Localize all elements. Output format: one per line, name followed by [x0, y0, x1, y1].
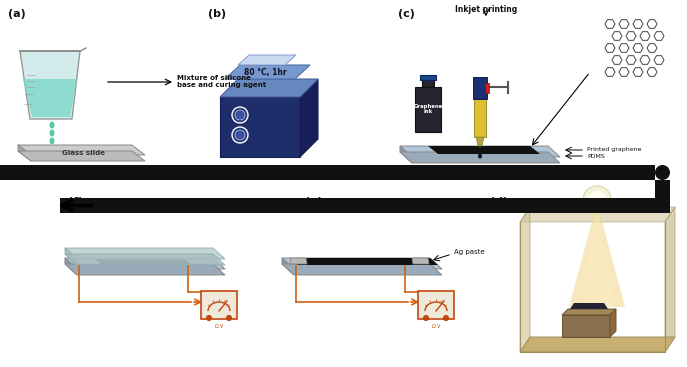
Text: Printed graphene: Printed graphene — [587, 148, 642, 153]
Text: (d): (d) — [490, 197, 508, 207]
Text: (b): (b) — [208, 9, 226, 19]
Ellipse shape — [583, 186, 611, 214]
Text: Mixture of silicone
base and curing agent: Mixture of silicone base and curing agen… — [177, 76, 267, 88]
Polygon shape — [65, 258, 77, 275]
Polygon shape — [520, 207, 675, 222]
Polygon shape — [282, 258, 442, 269]
Ellipse shape — [587, 190, 607, 210]
Text: 80 °C, 1hr: 80 °C, 1hr — [244, 69, 286, 77]
Text: $\Omega$ V: $\Omega$ V — [214, 322, 224, 330]
Polygon shape — [18, 151, 145, 161]
Ellipse shape — [49, 121, 54, 128]
Polygon shape — [579, 214, 615, 307]
Polygon shape — [290, 258, 307, 264]
Polygon shape — [220, 97, 300, 157]
Polygon shape — [400, 146, 412, 163]
Polygon shape — [562, 309, 616, 315]
Ellipse shape — [655, 165, 670, 180]
Polygon shape — [300, 79, 318, 157]
Polygon shape — [23, 79, 77, 117]
Ellipse shape — [235, 110, 245, 120]
Text: Graphene
ink: Graphene ink — [414, 103, 442, 115]
Text: PDMS: PDMS — [587, 153, 605, 159]
Bar — [0, 165, 655, 180]
Polygon shape — [412, 258, 429, 264]
Polygon shape — [65, 248, 225, 259]
Bar — [473, 77, 487, 99]
Bar — [485, 83, 489, 93]
Ellipse shape — [235, 130, 245, 140]
Bar — [415, 87, 441, 132]
Bar — [418, 291, 454, 319]
Polygon shape — [520, 337, 675, 352]
Polygon shape — [520, 207, 530, 352]
Polygon shape — [665, 207, 675, 352]
Ellipse shape — [227, 316, 232, 320]
Ellipse shape — [207, 316, 212, 320]
Ellipse shape — [478, 146, 482, 152]
Ellipse shape — [478, 153, 482, 159]
Polygon shape — [428, 146, 540, 154]
Text: (c): (c) — [398, 9, 415, 19]
Polygon shape — [238, 55, 296, 65]
Polygon shape — [282, 258, 294, 275]
Ellipse shape — [444, 316, 449, 320]
Polygon shape — [65, 258, 225, 269]
Bar — [655, 180, 670, 198]
Bar — [420, 75, 436, 80]
Polygon shape — [65, 254, 225, 265]
Ellipse shape — [423, 316, 429, 320]
Polygon shape — [18, 145, 31, 161]
Polygon shape — [65, 248, 77, 265]
Ellipse shape — [49, 130, 54, 137]
Ellipse shape — [49, 138, 54, 145]
Text: Encapsulation: Encapsulation — [80, 204, 141, 213]
Polygon shape — [610, 309, 616, 337]
Polygon shape — [225, 65, 310, 79]
Ellipse shape — [232, 107, 248, 123]
Bar — [201, 291, 237, 319]
Bar — [422, 79, 434, 87]
Polygon shape — [562, 315, 610, 337]
Polygon shape — [569, 214, 625, 307]
Text: Inkjet printing: Inkjet printing — [455, 5, 517, 14]
Text: (a): (a) — [8, 9, 25, 19]
Polygon shape — [400, 152, 560, 163]
Text: Contact formation: Contact formation — [318, 204, 397, 213]
Ellipse shape — [478, 139, 482, 145]
Bar — [60, 198, 670, 213]
Polygon shape — [20, 51, 80, 119]
Bar — [474, 97, 486, 137]
Text: Glass slide: Glass slide — [62, 150, 104, 156]
Text: $\Omega$ V: $\Omega$ V — [431, 322, 441, 330]
Text: Photonic sintering: Photonic sintering — [502, 204, 582, 213]
Text: Ag paste: Ag paste — [454, 249, 484, 255]
Text: (e): (e) — [305, 197, 323, 207]
Polygon shape — [290, 258, 438, 265]
Polygon shape — [93, 258, 191, 264]
Polygon shape — [220, 79, 318, 97]
Polygon shape — [18, 145, 145, 155]
Polygon shape — [400, 146, 560, 157]
Polygon shape — [476, 137, 484, 146]
Polygon shape — [65, 264, 225, 275]
Polygon shape — [282, 264, 442, 275]
Text: (f): (f) — [68, 197, 83, 207]
Polygon shape — [570, 303, 608, 309]
Ellipse shape — [232, 127, 248, 143]
